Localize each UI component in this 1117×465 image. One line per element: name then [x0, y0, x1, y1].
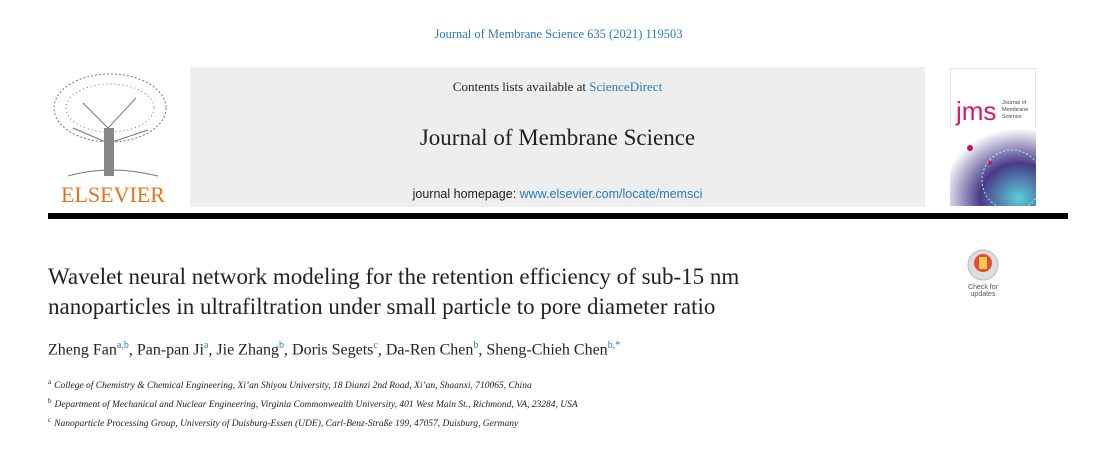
affil-label: b: [48, 397, 52, 406]
author-affil: b,*: [607, 340, 621, 351]
author-name: Jie Zhang: [216, 341, 280, 359]
cover-name: Membrane: [1002, 107, 1028, 113]
author-separator: ,: [284, 341, 293, 359]
author-affil: c: [373, 340, 378, 351]
publisher-logo: ELSEVIER: [53, 73, 167, 207]
author-affil: b: [473, 340, 479, 351]
journal-title: Journal of Membrane Science: [419, 125, 696, 150]
author-separator: ,: [128, 341, 137, 359]
contents-link[interactable]: ScienceDirect: [589, 79, 663, 94]
affiliation: a College of Chemistry & Chemical Enginee…: [48, 375, 578, 394]
affiliation: b Department of Mechanical and Nuclear En…: [48, 394, 578, 413]
authors: Zheng Fana,b, Pan-pan Jia, Jie Zhangb, D…: [48, 340, 620, 359]
author-separator: ,: [478, 341, 487, 359]
author-name: Da-Ren Chen: [385, 341, 474, 359]
article-title: Wavelet neural network modeling for the …: [48, 262, 739, 322]
homepage-link[interactable]: www.elsevier.com/locate/memsci: [519, 187, 703, 201]
affil-text: Department of Mechanical and Nuclear Eng…: [54, 400, 578, 411]
contents-line: Contents lists available at ScienceDirec…: [190, 79, 925, 95]
publisher: ELSEVIER: [61, 182, 165, 207]
affiliations: a College of Chemistry & Chemical Enginee…: [48, 375, 578, 432]
badge-text: Check for updates: [968, 284, 998, 298]
affil-text: Nanoparticle Processing Group, Universit…: [54, 419, 519, 430]
badge-icon: [967, 249, 999, 281]
journal-cover: jms Journal of Membrane Science: [950, 68, 1036, 206]
title-line: Wavelet neural network modeling for the …: [48, 264, 740, 289]
author-name: Zheng Fan: [48, 341, 117, 359]
affiliation: c Nanoparticle Processing Group, Universi…: [48, 413, 578, 432]
author-name: Doris Segets: [292, 341, 374, 359]
header-box: Contents lists available at ScienceDirec…: [190, 67, 925, 207]
cover-name: Science: [1002, 114, 1022, 120]
affil-text: College of Chemistry & Chemical Engineer…: [54, 381, 532, 392]
header-rule: [48, 213, 1068, 219]
cover-abbrev: jms: [955, 96, 996, 126]
author-affil: a,b: [116, 340, 129, 351]
homepage-prefix: journal homepage:: [412, 187, 520, 201]
author-name: Sheng-Chieh Chen: [486, 341, 608, 359]
cover-name: Journal of: [1002, 100, 1027, 106]
title-line: nanoparticles in ultrafiltration under s…: [48, 294, 716, 319]
author-separator: ,: [377, 341, 386, 359]
contents-prefix: Contents lists available at: [452, 79, 590, 94]
affil-label: c: [48, 416, 52, 425]
check-updates[interactable]: Check for updates: [958, 248, 1008, 298]
journal-ref: Journal of Membrane Science 635 (2021) 1…: [434, 27, 683, 41]
homepage-line: journal homepage: www.elsevier.com/locat…: [190, 187, 925, 201]
author-affil: b: [279, 340, 285, 351]
author-affil: a: [203, 340, 209, 351]
author-separator: ,: [208, 341, 217, 359]
affil-label: a: [48, 378, 52, 386]
author-name: Pan-pan Ji: [136, 341, 204, 359]
